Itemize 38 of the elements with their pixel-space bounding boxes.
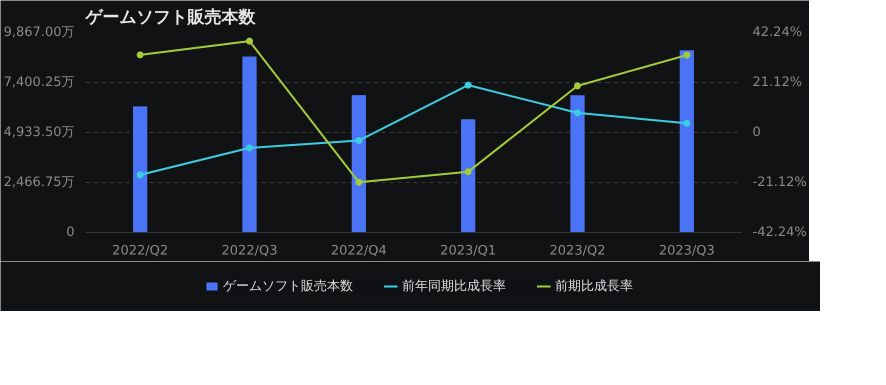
bar	[570, 95, 585, 232]
bar	[242, 56, 257, 232]
x-tick-label: 2023/Q1	[440, 244, 496, 258]
point	[464, 82, 472, 89]
legend-label: ゲームソフト販売本数	[223, 278, 353, 295]
x-tick-label: 2022/Q2	[112, 244, 168, 258]
y2-tick-label: -21.12%	[752, 175, 807, 190]
bar	[133, 106, 148, 232]
chart-title: ゲームソフト販売本数	[84, 8, 256, 28]
y-tick-label: 2,466.75万	[4, 175, 74, 190]
x-tick-label: 2023/Q2	[550, 244, 606, 258]
point	[246, 144, 253, 152]
y2-tick-label: 21.12%	[752, 75, 802, 90]
y-tick-label: 7,400.25万	[4, 75, 74, 90]
point	[355, 137, 362, 144]
legend-label: 前期比成長率	[555, 278, 633, 295]
bar	[680, 50, 694, 232]
y2-tick-label: 0	[752, 125, 761, 140]
y-tick-label: 4,933.50万	[4, 125, 74, 140]
y-tick-label: 0	[66, 225, 75, 240]
x-tick-label: 2022/Q4	[330, 244, 387, 258]
point	[246, 38, 253, 45]
point	[136, 51, 144, 58]
x-tick-label: 2022/Q3	[222, 244, 278, 258]
point	[464, 168, 472, 176]
y2-tick-label: -42.24%	[752, 225, 807, 240]
y2-tick-label: 42.24%	[752, 25, 802, 40]
bar	[352, 95, 366, 232]
bar	[461, 119, 476, 232]
point	[355, 178, 362, 186]
point	[683, 52, 690, 59]
y-tick-label: 9,867.00万	[4, 25, 74, 40]
point	[574, 82, 581, 90]
point	[136, 171, 144, 178]
point	[574, 109, 581, 116]
legend-label: 前年同期比成長率	[402, 278, 506, 295]
point	[683, 120, 690, 127]
x-tick-label: 2023/Q3	[658, 244, 715, 258]
